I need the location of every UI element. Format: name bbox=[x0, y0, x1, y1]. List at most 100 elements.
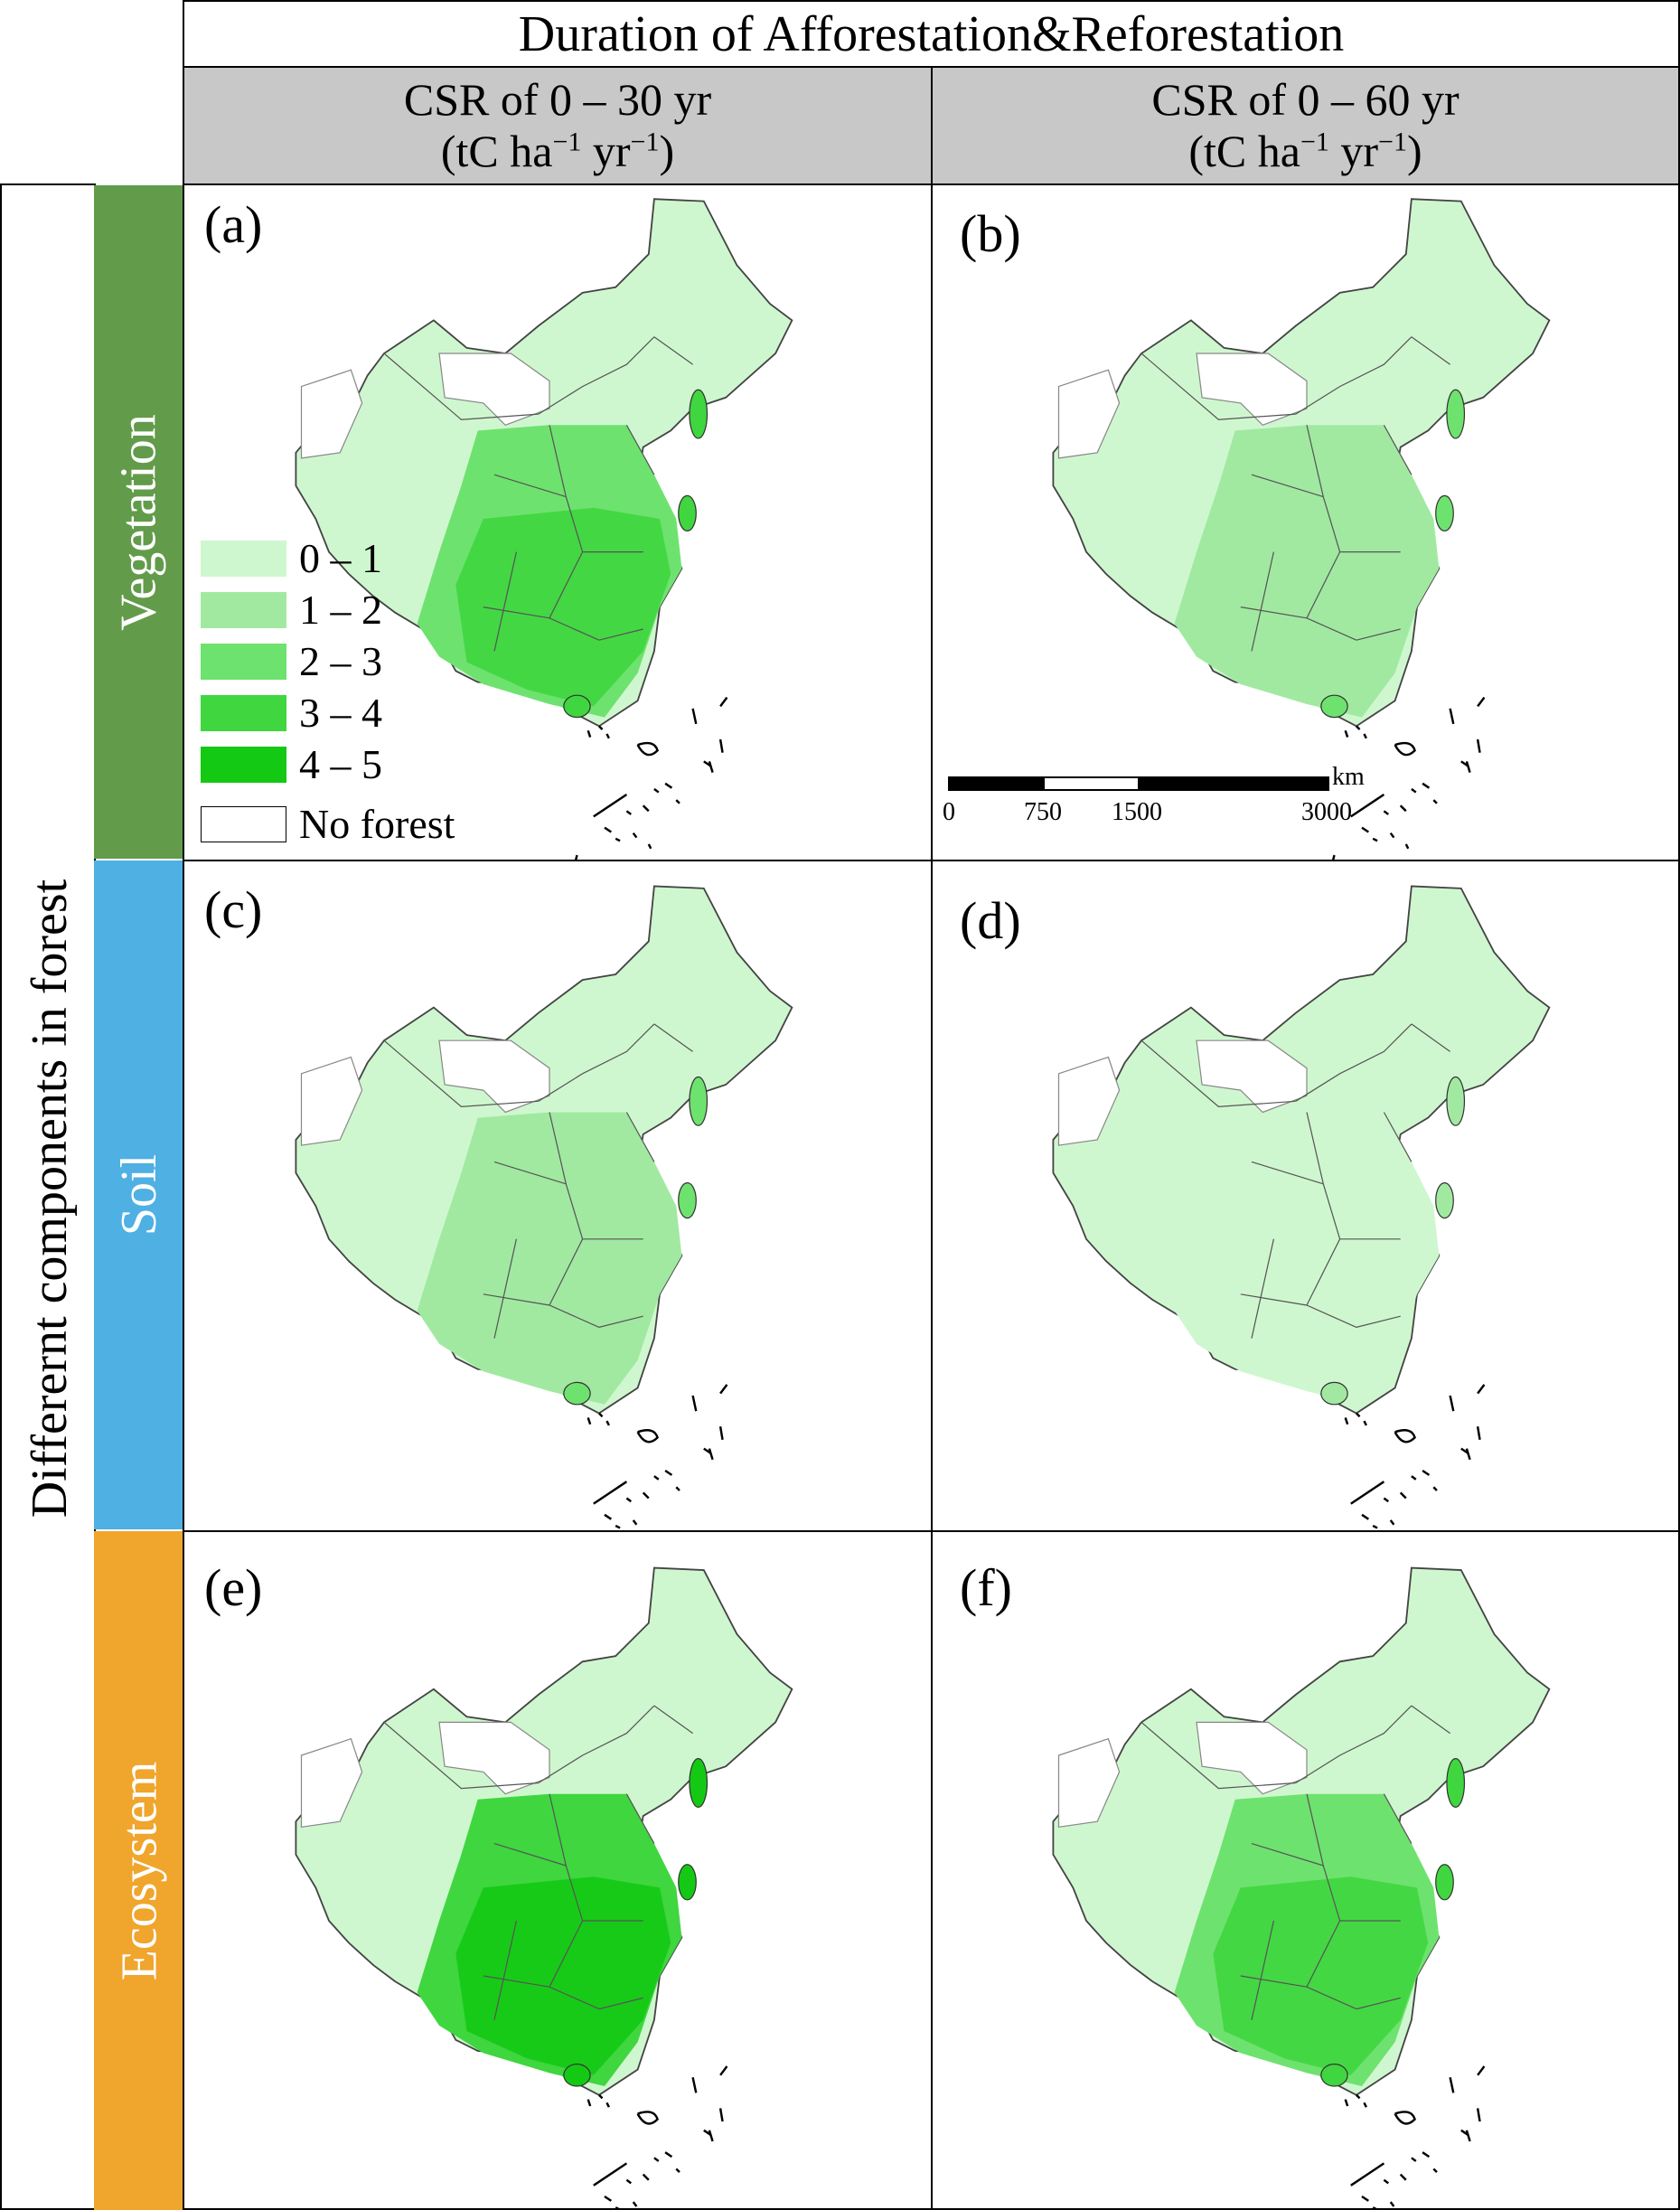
scale-bar-unit: km bbox=[1332, 763, 1365, 791]
legend-item-1-2: 1 – 2 bbox=[201, 586, 382, 634]
column-header-60yr-unit: (tC ha−1 yr−1) bbox=[1188, 126, 1422, 176]
row-label-soil: Soil bbox=[94, 860, 184, 1529]
no-forest-plateau bbox=[438, 1039, 550, 1114]
legend-item-3-4: 3 – 4 bbox=[201, 689, 382, 737]
province-border bbox=[383, 1721, 539, 1790]
province-border bbox=[1383, 425, 1413, 475]
legend-item-4-5: 4 – 5 bbox=[201, 740, 382, 788]
legend-label-no-forest: No forest bbox=[299, 801, 455, 847]
scale-bar-tick-1500: 1500 bbox=[1112, 798, 1162, 826]
map-frame bbox=[1052, 1566, 1551, 2210]
province-border bbox=[1306, 1793, 1341, 1922]
island bbox=[689, 1758, 709, 1808]
legend-swatch-no-forest bbox=[201, 805, 286, 842]
scale-bar-tick-3000: 3000 bbox=[1301, 798, 1352, 826]
island bbox=[689, 389, 709, 439]
province-border bbox=[538, 1705, 655, 1784]
island bbox=[593, 782, 680, 850]
island bbox=[587, 708, 724, 773]
panel-b-label: (b) bbox=[960, 204, 1021, 263]
scale-bar: km 0 750 1500 3000 bbox=[943, 763, 1365, 826]
province-border bbox=[598, 1997, 643, 2010]
central-east-region bbox=[417, 1112, 682, 1405]
province-border bbox=[1140, 1721, 1296, 1790]
province-border bbox=[493, 1920, 517, 2020]
no-forest-plateau bbox=[1196, 1721, 1308, 1795]
no-forest-plateau bbox=[1196, 1039, 1308, 1114]
province-border bbox=[549, 1920, 584, 1988]
province-border bbox=[1356, 1997, 1401, 2010]
island bbox=[678, 494, 697, 532]
island bbox=[1344, 2076, 1481, 2142]
province-border bbox=[493, 1843, 567, 1867]
island bbox=[689, 1076, 709, 1126]
legend-swatch-2-3 bbox=[201, 643, 286, 680]
island bbox=[563, 1381, 591, 1406]
province-border bbox=[1356, 1315, 1401, 1328]
province-border bbox=[538, 336, 655, 415]
row-label-vegetation: Vegetation bbox=[94, 185, 184, 859]
row-label-soil-text: Soil bbox=[110, 1153, 167, 1237]
row-group-label: Differernt components in forest bbox=[0, 183, 96, 2210]
map-china-ecosystem-30yr bbox=[295, 1566, 793, 2210]
south-region bbox=[455, 507, 671, 707]
map-group bbox=[295, 885, 793, 1532]
province-border bbox=[1140, 1039, 1296, 1108]
legend-swatch-3-4 bbox=[201, 694, 286, 731]
no-forest-west bbox=[300, 369, 363, 459]
no-forest-west bbox=[300, 1056, 363, 1146]
island bbox=[1320, 694, 1348, 719]
province-border bbox=[1295, 1023, 1413, 1102]
province-border bbox=[1356, 628, 1401, 641]
no-forest-west bbox=[1057, 1737, 1121, 1829]
south-region bbox=[1213, 1876, 1429, 2075]
province-border bbox=[1411, 1705, 1450, 1735]
column-header-60yr-title: CSR of 0 – 60 yr bbox=[1151, 73, 1459, 125]
map-china-ecosystem-60yr bbox=[1052, 1566, 1551, 2210]
province-border bbox=[1383, 1112, 1413, 1162]
province-border bbox=[1251, 551, 1274, 652]
map-frame bbox=[295, 1566, 793, 2210]
island bbox=[587, 1395, 724, 1461]
province-border bbox=[383, 1039, 539, 1108]
legend-label-0-1: 0 – 1 bbox=[299, 535, 382, 581]
province-border bbox=[483, 1975, 600, 2010]
province-border bbox=[653, 336, 693, 365]
province-border bbox=[483, 1293, 600, 1328]
province-border bbox=[493, 551, 517, 652]
island bbox=[1350, 782, 1438, 850]
legend-label-4-5: 4 – 5 bbox=[299, 741, 382, 787]
map-china-vegetation-60yr bbox=[1052, 198, 1551, 861]
map-group bbox=[295, 198, 793, 861]
island bbox=[1446, 1758, 1466, 1808]
central-east-region bbox=[1174, 1112, 1440, 1405]
no-forest-plateau bbox=[438, 1721, 550, 1795]
province-border bbox=[493, 1238, 517, 1339]
province-border bbox=[625, 1793, 655, 1844]
map-frame bbox=[295, 198, 793, 861]
map-group bbox=[295, 1566, 793, 2210]
row-group-label-text: Differernt components in forest bbox=[22, 879, 78, 1519]
map-frame bbox=[295, 885, 793, 1532]
map-frame bbox=[1052, 198, 1551, 861]
panel-c-label: (c) bbox=[204, 880, 263, 939]
legend-label-2-3: 2 – 3 bbox=[299, 638, 382, 684]
island bbox=[593, 2151, 680, 2210]
no-forest-west bbox=[1057, 1056, 1121, 1146]
province-border bbox=[653, 1023, 693, 1052]
island bbox=[1446, 389, 1466, 439]
province-border bbox=[549, 551, 584, 619]
panel-e-label: (e) bbox=[204, 1558, 263, 1617]
province-border bbox=[653, 1705, 693, 1735]
province-border bbox=[483, 606, 600, 641]
central-east-region bbox=[1174, 425, 1440, 718]
island bbox=[1320, 2063, 1348, 2087]
island bbox=[1344, 1395, 1481, 1461]
no-forest-west bbox=[300, 1737, 363, 1829]
island bbox=[563, 694, 591, 719]
legend-label-3-4: 3 – 4 bbox=[299, 690, 382, 736]
province-border bbox=[493, 1161, 567, 1185]
island bbox=[593, 1469, 680, 1532]
south-region bbox=[455, 1876, 671, 2075]
province-border bbox=[1251, 1843, 1324, 1867]
